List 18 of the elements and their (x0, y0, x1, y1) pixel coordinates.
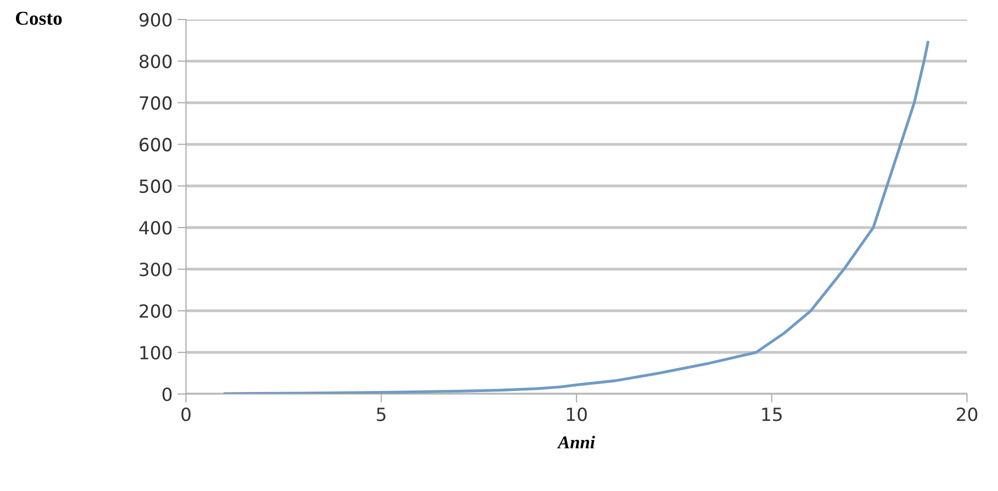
y-tick-label: 0 (162, 387, 172, 402)
y-axis-title: Costo (16, 12, 62, 25)
x-tick-label: 5 (376, 408, 386, 422)
line-series (224, 40, 930, 394)
y-tick-label: 400 (139, 221, 172, 235)
x-tick-label: 10 (566, 408, 587, 422)
y-tick-label: 300 (140, 262, 172, 276)
y-tick-label: 500 (140, 179, 172, 194)
x-axis-title: Anni (556, 436, 595, 448)
y-tick-label: 600 (140, 138, 172, 152)
x-tick-label: 20 (956, 408, 978, 422)
y-tick-label: 200 (140, 304, 172, 318)
y-tick-label: 900 (139, 12, 172, 27)
y-tick-label: 700 (140, 96, 172, 110)
y-tick-label: 800 (140, 54, 172, 68)
x-tick-label: 15 (762, 408, 782, 422)
y-tick-label: 100 (140, 346, 172, 360)
x-tick-label: 0 (181, 408, 191, 422)
